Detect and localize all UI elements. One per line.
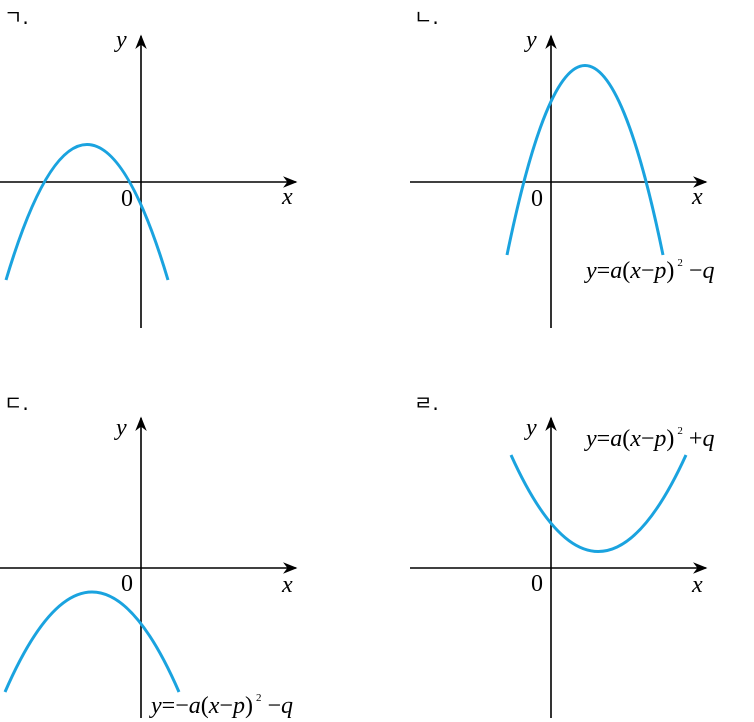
- x-axis-label: x: [281, 184, 293, 210]
- y-axis-label: y: [114, 415, 127, 441]
- parabola-curve: [3, 590, 181, 693]
- origin-label: 0: [531, 571, 543, 597]
- panel-label: ㄴ.: [414, 5, 439, 29]
- origin-label: 0: [531, 186, 543, 212]
- equation-label: y=−a(x−p) 2 −q: [149, 692, 293, 719]
- parabola-curve: [4, 143, 170, 281]
- panel-na: ㄴ. y x 0 y=a(x−p) 2 −q: [410, 5, 714, 328]
- parabola-curve: [505, 64, 665, 256]
- origin-label: 0: [121, 186, 133, 212]
- y-axis-label: y: [524, 415, 537, 441]
- parabola-curve: [509, 454, 688, 553]
- x-axis-label: x: [691, 572, 703, 598]
- origin-label: 0: [121, 571, 133, 597]
- x-axis-label: x: [691, 184, 703, 210]
- x-axis-label: x: [281, 572, 293, 598]
- y-axis-label: y: [114, 27, 127, 53]
- panel-label: ㄷ.: [4, 391, 29, 415]
- panel-label: ㄱ.: [4, 5, 29, 29]
- panel-label: ㄹ.: [414, 391, 439, 415]
- y-axis-label: y: [524, 27, 537, 53]
- panel-ga: ㄱ. y x 0: [0, 5, 298, 328]
- panel-da: ㄷ. y x 0 y=−a(x−p) 2 −q: [0, 391, 298, 719]
- equation-label: y=a(x−p) 2 −q: [584, 257, 714, 284]
- panel-ra: ㄹ. y x 0 y=a(x−p) 2 +q: [410, 391, 714, 718]
- equation-label: y=a(x−p) 2 +q: [584, 425, 714, 452]
